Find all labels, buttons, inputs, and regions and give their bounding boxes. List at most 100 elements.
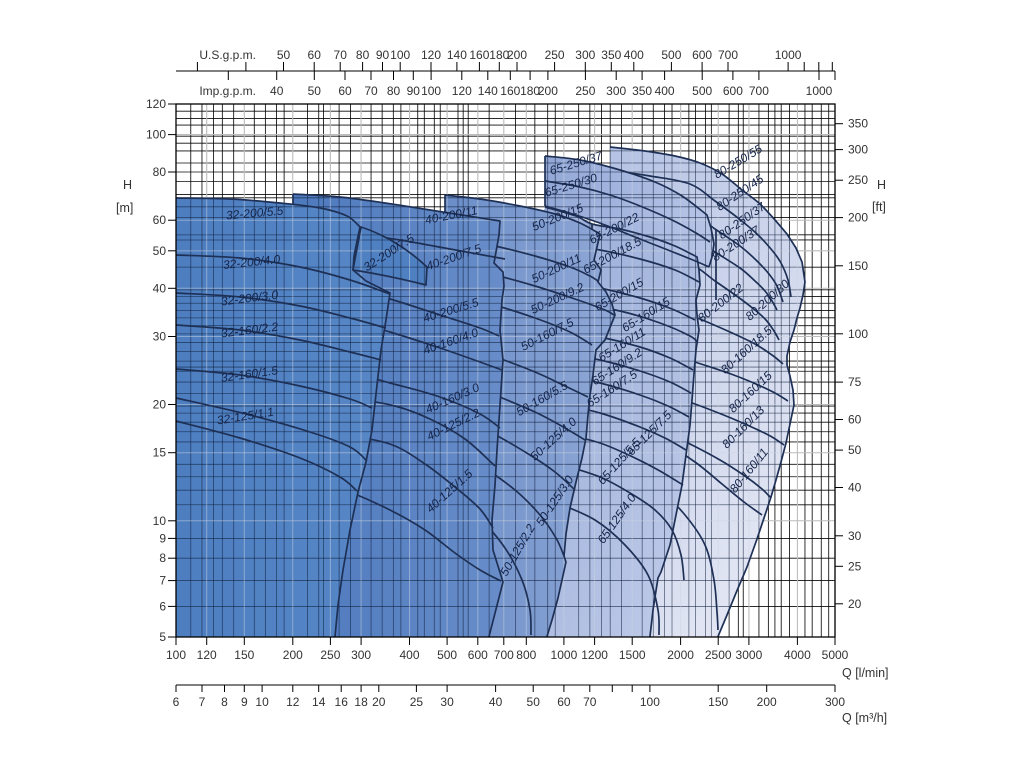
svg-text:160: 160 [500,84,520,98]
svg-text:700: 700 [494,648,514,662]
svg-text:30: 30 [440,695,454,709]
svg-text:80: 80 [153,165,167,179]
svg-text:600: 600 [723,84,743,98]
svg-text:32-200/3.0: 32-200/3.0 [220,288,279,309]
svg-text:2000: 2000 [667,648,694,662]
svg-text:[ft]: [ft] [872,200,886,214]
svg-text:1000: 1000 [551,648,578,662]
svg-text:400: 400 [399,648,419,662]
svg-text:40: 40 [848,481,862,495]
svg-text:150: 150 [708,695,728,709]
svg-text:500: 500 [437,648,457,662]
svg-text:150: 150 [848,259,868,273]
svg-text:7: 7 [159,574,166,588]
svg-text:700: 700 [749,84,769,98]
svg-text:100: 100 [848,327,868,341]
svg-text:60: 60 [557,695,571,709]
svg-text:20: 20 [372,695,386,709]
svg-text:300: 300 [575,48,595,62]
svg-text:12: 12 [286,695,300,709]
svg-text:5: 5 [159,630,166,644]
svg-text:U.S.g.p.m.: U.S.g.p.m. [199,48,256,62]
svg-text:200: 200 [538,84,558,98]
svg-text:180: 180 [520,84,540,98]
svg-text:120: 120 [452,84,472,98]
svg-text:90: 90 [407,84,421,98]
svg-text:18: 18 [354,695,368,709]
svg-text:100: 100 [421,84,441,98]
svg-text:8: 8 [159,551,166,565]
svg-text:60: 60 [308,48,322,62]
svg-text:50: 50 [848,443,862,457]
svg-text:H: H [877,178,886,192]
svg-text:50: 50 [527,695,541,709]
svg-text:10: 10 [255,695,269,709]
svg-text:30: 30 [848,529,862,543]
svg-text:30: 30 [153,330,167,344]
svg-text:700: 700 [718,48,738,62]
svg-text:120: 120 [197,648,217,662]
svg-text:1500: 1500 [619,648,646,662]
svg-text:20: 20 [153,398,167,412]
svg-text:350: 350 [848,117,868,131]
svg-text:15: 15 [153,446,167,460]
svg-text:120: 120 [421,48,441,62]
svg-text:300: 300 [848,143,868,157]
svg-text:6: 6 [173,695,180,709]
svg-text:1200: 1200 [581,648,608,662]
svg-text:70: 70 [364,84,378,98]
svg-text:Q [l/min]: Q [l/min] [842,666,889,680]
svg-text:70: 70 [583,695,597,709]
svg-text:300: 300 [351,648,371,662]
svg-text:350: 350 [632,84,652,98]
svg-text:5000: 5000 [822,648,849,662]
svg-text:70: 70 [334,48,348,62]
svg-text:500: 500 [692,84,712,98]
svg-text:180: 180 [489,48,509,62]
svg-text:20: 20 [848,597,862,611]
svg-text:40: 40 [153,281,167,295]
svg-text:10: 10 [153,514,167,528]
svg-text:9: 9 [241,695,248,709]
svg-text:9: 9 [159,531,166,545]
svg-text:100: 100 [390,48,410,62]
svg-text:300: 300 [825,695,845,709]
svg-text:Imp.g.p.m.: Imp.g.p.m. [199,84,256,98]
svg-text:6: 6 [159,599,166,613]
svg-text:40: 40 [270,84,284,98]
svg-text:32-200/5.5: 32-200/5.5 [225,204,284,223]
svg-text:200: 200 [283,648,303,662]
svg-text:1000: 1000 [806,84,833,98]
svg-text:8: 8 [221,695,228,709]
svg-text:350: 350 [601,48,621,62]
svg-text:[m]: [m] [116,201,133,215]
svg-text:100: 100 [166,648,186,662]
svg-text:50: 50 [153,244,167,258]
svg-text:60: 60 [338,84,352,98]
svg-text:16: 16 [335,695,349,709]
svg-text:40: 40 [489,695,503,709]
svg-text:140: 140 [478,84,498,98]
svg-text:160: 160 [469,48,489,62]
svg-text:300: 300 [606,84,626,98]
svg-text:3000: 3000 [736,648,763,662]
svg-text:250: 250 [575,84,595,98]
svg-text:250: 250 [545,48,565,62]
svg-text:100: 100 [640,695,660,709]
svg-text:400: 400 [655,84,675,98]
svg-text:600: 600 [692,48,712,62]
svg-text:60: 60 [848,413,862,427]
svg-text:50: 50 [277,48,291,62]
svg-text:25: 25 [410,695,424,709]
svg-text:90: 90 [376,48,390,62]
svg-text:140: 140 [447,48,467,62]
svg-text:H: H [123,178,132,192]
svg-text:50: 50 [308,84,322,98]
svg-text:200: 200 [507,48,527,62]
svg-text:4000: 4000 [784,648,811,662]
svg-text:150: 150 [234,648,254,662]
svg-text:7: 7 [199,695,206,709]
svg-text:60: 60 [153,213,167,227]
svg-text:250: 250 [320,648,340,662]
svg-text:500: 500 [661,48,681,62]
